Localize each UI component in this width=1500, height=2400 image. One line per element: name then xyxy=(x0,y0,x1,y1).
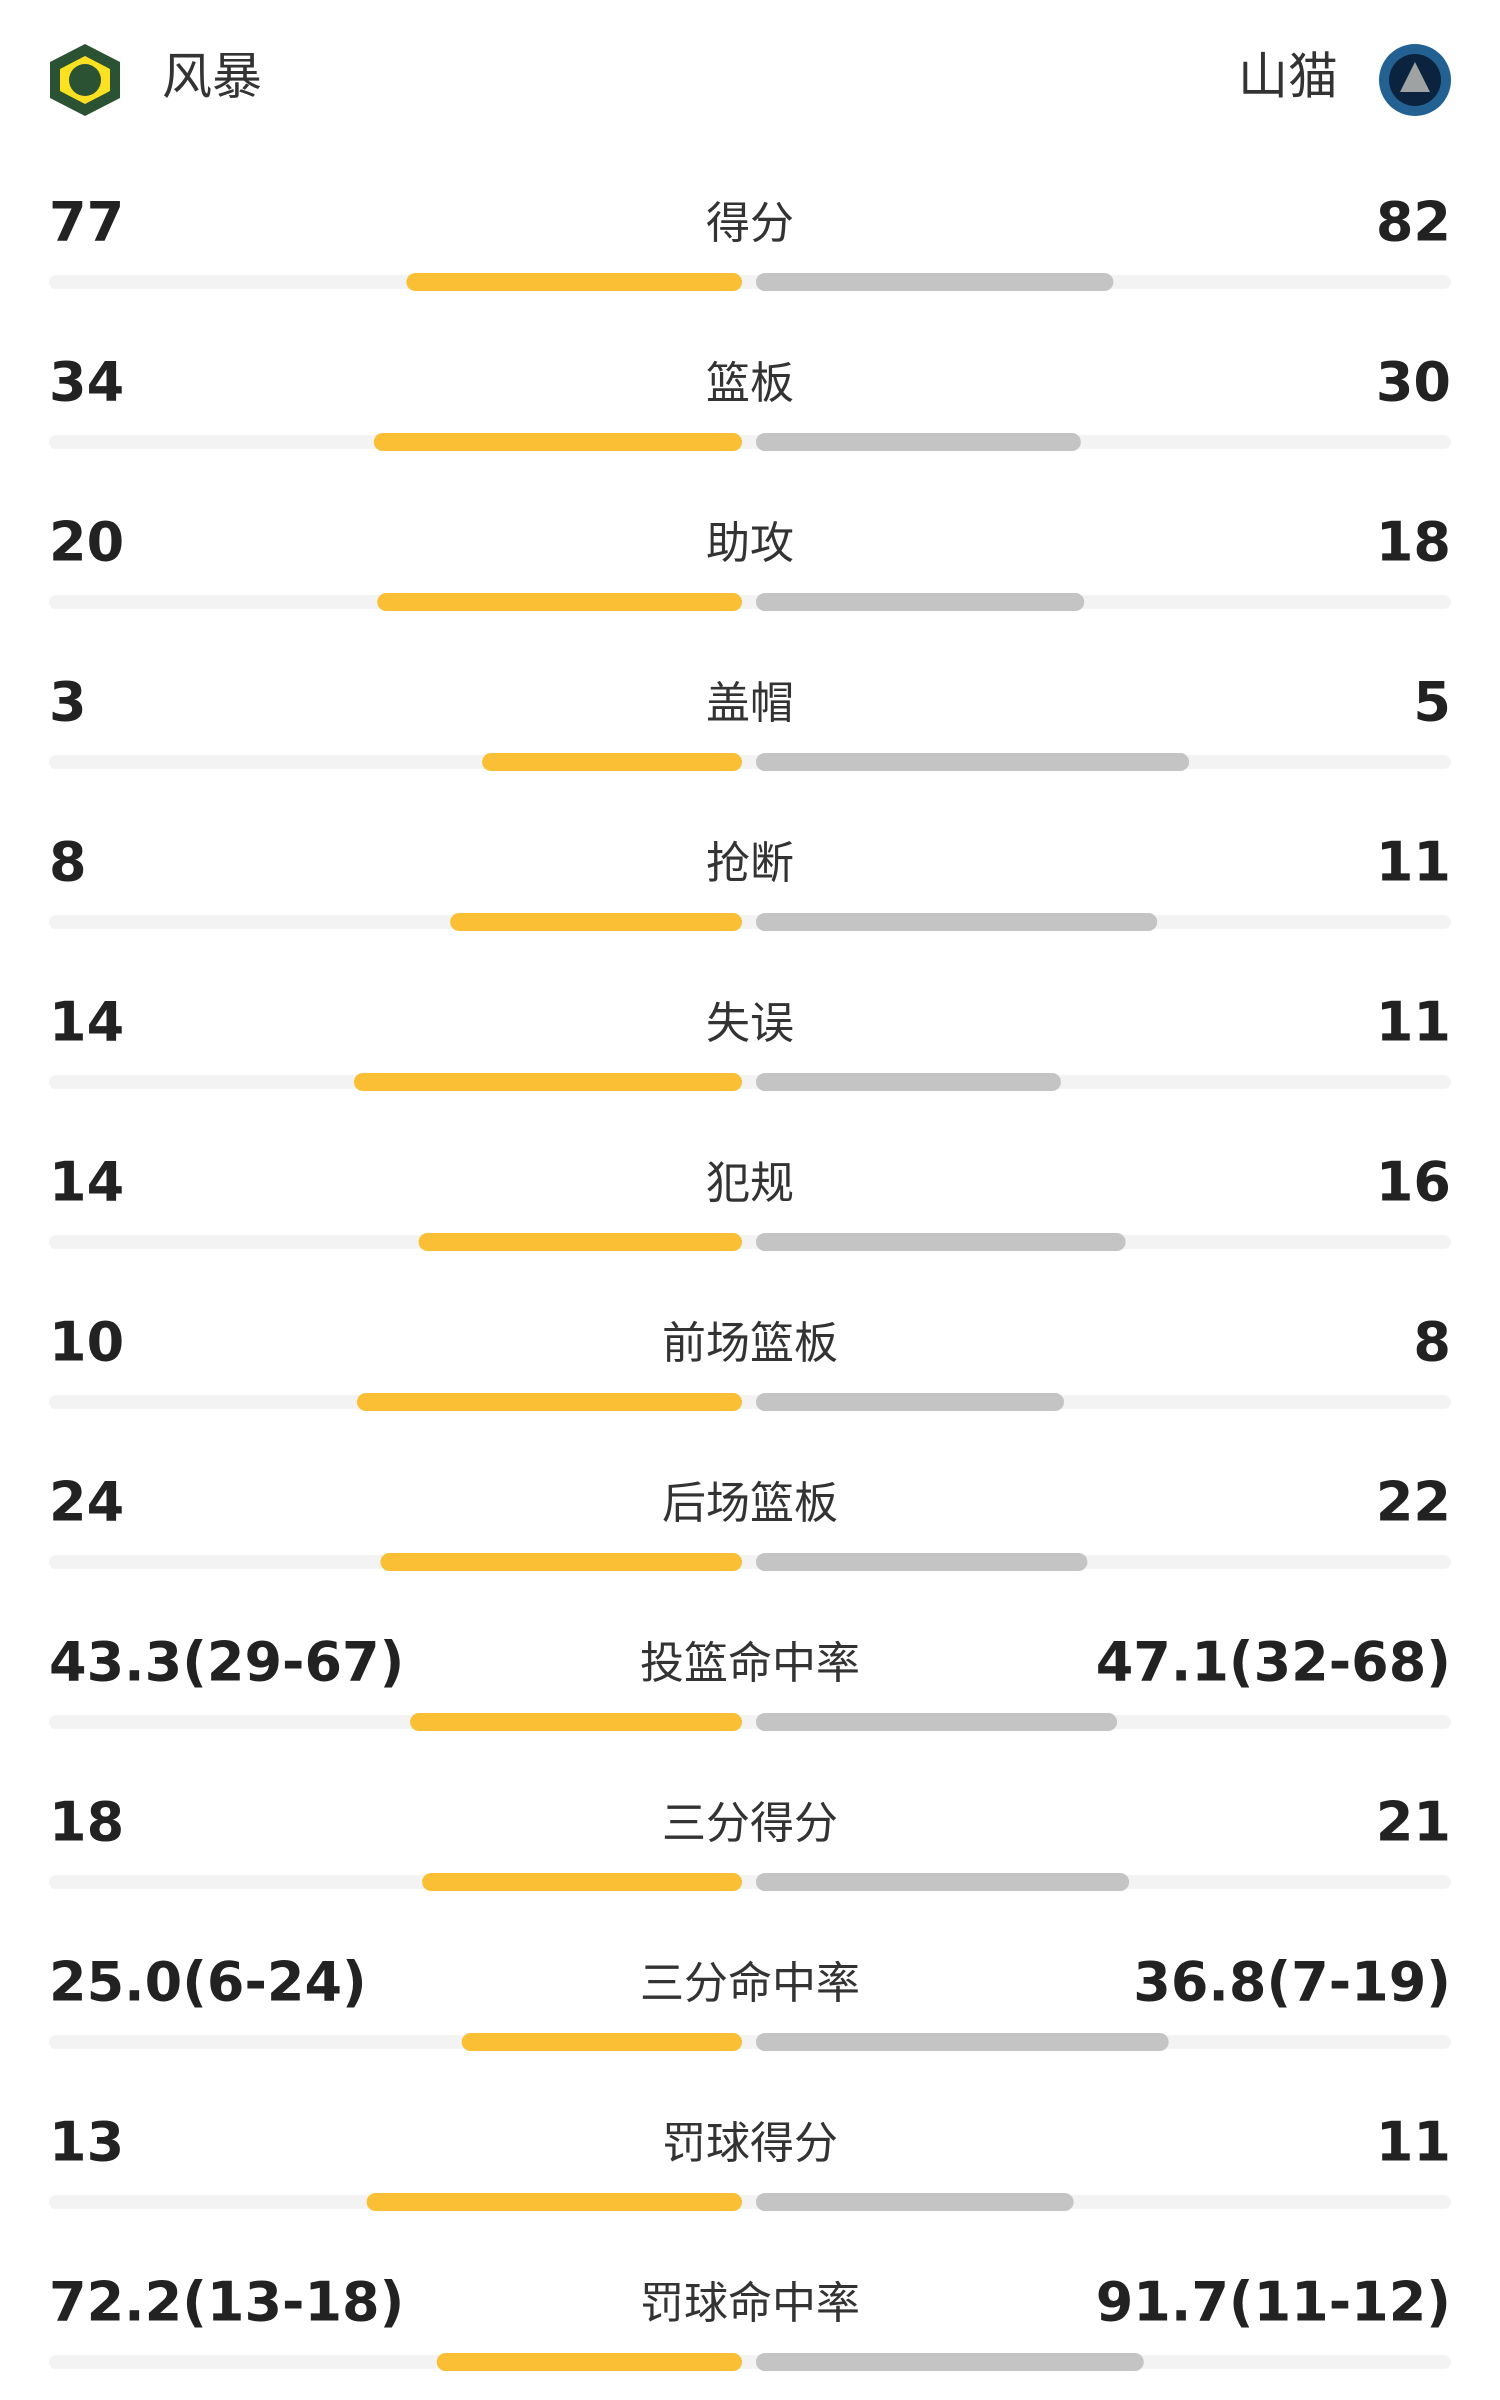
home-logo xyxy=(50,44,120,116)
stat-label: 投篮命中率 xyxy=(640,1638,860,1689)
home-value: 25.0(6-24) xyxy=(49,1951,367,2014)
home-bar xyxy=(377,593,742,611)
bar-track xyxy=(49,595,1451,609)
away-bar xyxy=(756,753,1190,771)
stat-label: 抢断 xyxy=(706,838,794,889)
bar-track xyxy=(49,1235,1451,1249)
stat-label: 犯规 xyxy=(706,1158,794,1209)
home-value: 72.2(13-18) xyxy=(49,2271,404,2334)
away-value: 22 xyxy=(1376,1471,1451,1534)
away-bar xyxy=(756,1713,1118,1731)
away-logo xyxy=(1379,44,1451,116)
home-value: 18 xyxy=(49,1791,124,1854)
away-bar xyxy=(756,2033,1169,2051)
away-bar xyxy=(756,1553,1088,1571)
stat-label: 得分 xyxy=(706,198,794,249)
home-value: 8 xyxy=(49,831,87,894)
home-value: 14 xyxy=(49,991,124,1054)
home-bar xyxy=(353,1073,742,1091)
away-value: 8 xyxy=(1413,1311,1451,1374)
home-value: 14 xyxy=(49,1151,124,1214)
stat-label: 罚球得分 xyxy=(662,2118,838,2169)
home-value: 77 xyxy=(49,191,124,254)
home-bar xyxy=(366,2193,742,2211)
away-bar xyxy=(756,913,1158,931)
bar-track xyxy=(49,2355,1451,2369)
away-bar xyxy=(756,433,1081,451)
home-bar xyxy=(380,1553,742,1571)
home-bar xyxy=(461,2033,742,2051)
stat-label: 失误 xyxy=(706,998,794,1049)
away-value: 82 xyxy=(1376,191,1451,254)
stat-label: 后场篮板 xyxy=(662,1478,838,1529)
bar-track xyxy=(49,275,1451,289)
away-bar xyxy=(756,273,1114,291)
stat-label: 篮板 xyxy=(706,358,794,409)
away-bar xyxy=(756,1873,1130,1891)
away-value: 18 xyxy=(1376,511,1451,574)
home-team-name: 风暴 xyxy=(162,48,262,106)
away-value: 5 xyxy=(1413,671,1451,734)
home-bar xyxy=(406,273,742,291)
stat-label: 前场篮板 xyxy=(662,1318,838,1369)
away-value: 91.7(11-12) xyxy=(1096,2271,1451,2334)
away-team-name: 山猫 xyxy=(1238,48,1338,106)
home-value: 43.3(29-67) xyxy=(49,1631,404,1694)
home-value: 3 xyxy=(49,671,87,734)
away-bar xyxy=(756,1233,1126,1251)
home-bar xyxy=(410,1713,742,1731)
stat-label: 罚球命中率 xyxy=(640,2278,860,2329)
away-bar xyxy=(756,2353,1144,2371)
stat-label: 盖帽 xyxy=(706,678,794,729)
bar-track xyxy=(49,915,1451,929)
bar-track xyxy=(49,1395,1451,1409)
home-value: 20 xyxy=(49,511,124,574)
bar-track xyxy=(49,435,1451,449)
bar-track xyxy=(49,1075,1451,1089)
home-value: 13 xyxy=(49,2111,124,2174)
away-value: 11 xyxy=(1376,831,1451,894)
stat-label: 助攻 xyxy=(706,518,794,569)
home-bar xyxy=(436,2353,742,2371)
away-bar xyxy=(756,1073,1061,1091)
bar-track xyxy=(49,2035,1451,2049)
home-bar xyxy=(373,433,742,451)
home-value: 10 xyxy=(49,1311,124,1374)
stat-label: 三分命中率 xyxy=(640,1958,860,2009)
away-value: 11 xyxy=(1376,2111,1451,2174)
home-bar xyxy=(418,1233,742,1251)
away-value: 47.1(32-68) xyxy=(1096,1631,1451,1694)
home-bar xyxy=(482,753,742,771)
home-value: 34 xyxy=(49,351,124,414)
away-bar xyxy=(756,2193,1074,2211)
away-value: 36.8(7-19) xyxy=(1133,1951,1451,2014)
bar-track xyxy=(49,2195,1451,2209)
away-bar xyxy=(756,593,1085,611)
bar-track xyxy=(49,755,1451,769)
home-bar xyxy=(357,1393,742,1411)
home-bar xyxy=(450,913,742,931)
stat-label: 三分得分 xyxy=(662,1798,838,1849)
away-value: 16 xyxy=(1376,1151,1451,1214)
away-value: 30 xyxy=(1376,351,1451,414)
home-bar xyxy=(422,1873,742,1891)
bar-track xyxy=(49,1555,1451,1569)
bar-track xyxy=(49,1875,1451,1889)
away-bar xyxy=(756,1393,1064,1411)
bar-track xyxy=(49,1715,1451,1729)
away-value: 11 xyxy=(1376,991,1451,1054)
away-value: 21 xyxy=(1376,1791,1451,1854)
home-value: 24 xyxy=(49,1471,124,1534)
